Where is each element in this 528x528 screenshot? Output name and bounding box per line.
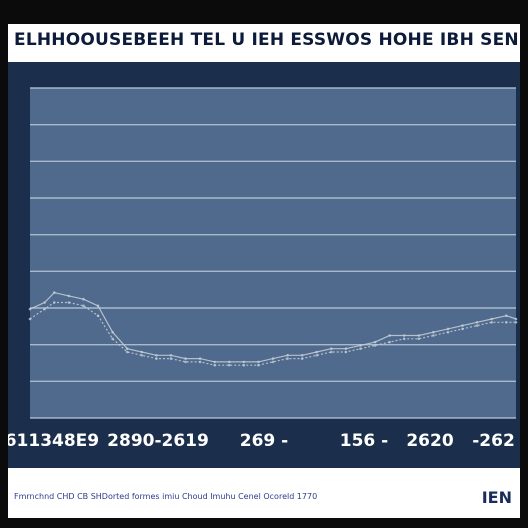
data-point <box>461 324 464 327</box>
data-point <box>514 317 518 321</box>
data-point <box>198 360 202 364</box>
data-point <box>140 354 144 357</box>
data-point <box>344 347 348 351</box>
data-point <box>490 317 494 321</box>
data-point <box>388 334 391 337</box>
data-point <box>344 350 348 354</box>
data-point <box>514 321 518 324</box>
data-point <box>446 327 450 331</box>
data-point <box>432 330 435 334</box>
data-point <box>125 350 129 354</box>
line-chart: 2611348E9 2890-2619 269 - 156 - 2620 -262 - <box>8 87 520 451</box>
data-point <box>213 360 216 364</box>
data-point <box>330 350 333 354</box>
data-point <box>271 360 275 364</box>
title-band: ELHHOOUSEBEEH TEL U IEH ESSWOS HOHE IBH … <box>8 24 520 62</box>
data-point <box>286 357 289 360</box>
data-point <box>184 360 187 364</box>
data-point <box>359 347 362 351</box>
data-point <box>475 324 479 327</box>
data-point <box>300 354 304 357</box>
data-point <box>43 301 46 304</box>
data-point <box>315 350 319 354</box>
data-point <box>53 291 56 294</box>
data-point <box>271 357 275 360</box>
data-point <box>213 363 216 367</box>
data-point <box>155 357 158 360</box>
footer-band: Fmrnchnd CHD CB SHDorted formes imiu Cho… <box>8 468 520 518</box>
data-point <box>315 354 319 357</box>
data-point <box>475 321 479 324</box>
data-point <box>417 334 421 337</box>
data-point <box>505 314 508 317</box>
data-point <box>402 337 406 341</box>
data-point <box>43 307 46 311</box>
data-point <box>461 327 464 331</box>
data-point <box>28 317 32 321</box>
data-point <box>111 330 114 334</box>
data-point <box>228 360 231 364</box>
data-point <box>417 337 421 341</box>
data-point <box>300 357 304 360</box>
plot-panel: 2611348E9 2890-2619 269 - 156 - 2620 -262 - <box>8 62 520 468</box>
x-tick-label: 2611348E9 <box>8 431 99 451</box>
x-tick-label: -262 - <box>472 431 520 451</box>
source-note: Fmrnchnd CHD CB SHDorted formes imiu Cho… <box>14 492 318 501</box>
data-point <box>155 354 158 357</box>
data-point <box>169 357 173 360</box>
data-point <box>242 360 246 364</box>
data-point <box>67 301 71 304</box>
x-tick-label: 269 - <box>240 431 288 451</box>
data-point <box>67 294 71 298</box>
data-point <box>198 357 202 360</box>
x-tick-label: 156 - <box>340 431 388 451</box>
data-point <box>28 307 32 311</box>
data-point <box>446 330 450 334</box>
data-point <box>82 304 85 308</box>
data-point <box>286 354 289 357</box>
plot-area <box>30 88 516 418</box>
data-point <box>388 340 391 344</box>
data-point <box>330 347 333 351</box>
data-point <box>184 357 187 360</box>
data-point <box>257 360 260 364</box>
data-point <box>402 334 406 337</box>
data-point <box>373 344 377 347</box>
data-point <box>505 321 508 324</box>
data-point <box>257 363 260 367</box>
publisher-logo: IEN <box>481 488 512 507</box>
data-point <box>82 297 85 301</box>
data-point <box>125 347 129 351</box>
data-point <box>490 321 494 324</box>
data-point <box>140 350 144 354</box>
data-point <box>96 304 100 308</box>
chart-title: ELHHOOUSEBEEH TEL U IEH ESSWOS HOHE IBH … <box>14 30 520 50</box>
x-tick-label: 2890-2619 <box>107 431 209 451</box>
data-point <box>111 337 114 341</box>
data-point <box>53 301 56 304</box>
x-tick-label: 2620 <box>406 431 453 451</box>
data-point <box>96 314 100 317</box>
data-point <box>373 340 377 344</box>
data-point <box>228 363 231 367</box>
data-point <box>359 344 362 347</box>
data-point <box>242 363 246 367</box>
data-point <box>169 354 173 357</box>
data-point <box>432 334 435 337</box>
